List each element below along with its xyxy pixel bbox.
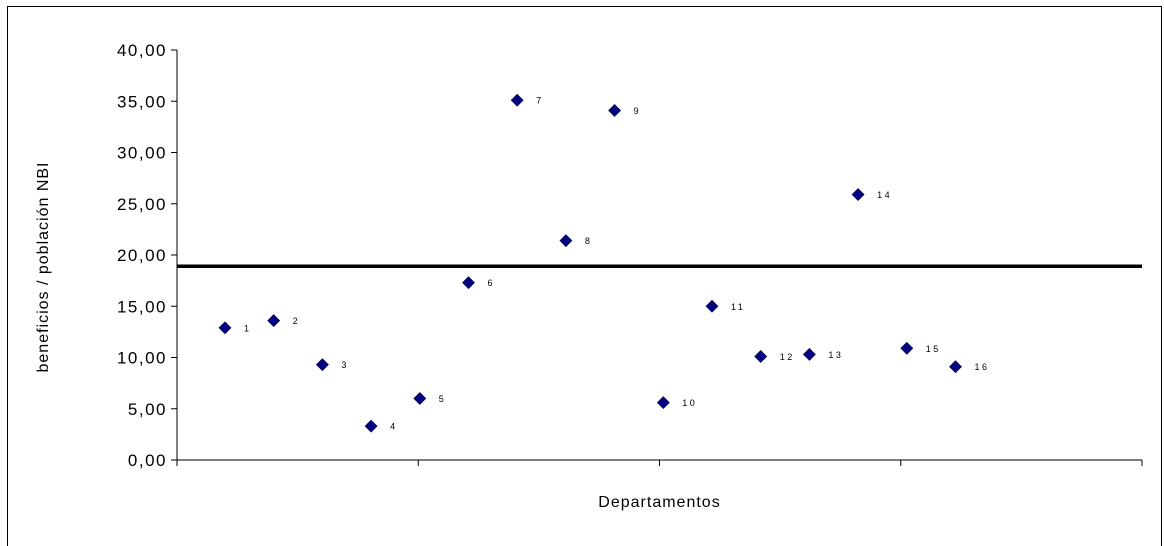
data-point-marker [705, 299, 719, 313]
data-point-label: 8 [585, 236, 593, 246]
data-point-label: 16 [975, 362, 990, 372]
y-axis: 0,00 5,00 10,00 15,00 20,00 25,00 30,00 35,00 40… [117, 41, 178, 470]
y-tick-label: 40,00 [117, 41, 167, 60]
y-tick-label: 15,00 [117, 297, 167, 316]
data-point-marker [802, 348, 816, 361]
data-point-marker [851, 188, 865, 201]
data-point-marker [656, 396, 670, 410]
data-point-label: 1 [244, 323, 252, 333]
data-point-label: 11 [731, 302, 745, 312]
data-point-label: 7 [536, 96, 544, 106]
y-tick-label: 20,00 [117, 246, 167, 265]
x-axis [176, 459, 1143, 466]
data-point-marker [559, 234, 573, 248]
y-tick-label: 25,00 [117, 195, 167, 214]
data-point-marker [754, 350, 768, 363]
data-point-label: 3 [341, 360, 349, 370]
data-point-marker [510, 93, 524, 107]
data-point-label: 13 [828, 350, 843, 360]
y-tick-label: 35,00 [117, 92, 167, 111]
data-point-label: 5 [439, 394, 447, 404]
data-point-label: 15 [926, 344, 941, 354]
data-point-label: 10 [682, 398, 697, 408]
data-point-marker [315, 358, 329, 372]
y-axis-title: beneficios / población NBI [35, 162, 52, 373]
data-point-label: 14 [877, 190, 892, 200]
data-point-label: 12 [780, 352, 795, 362]
data-point-label: 2 [293, 316, 301, 326]
y-tick-label: 10,00 [117, 349, 167, 368]
chart-frame: 0,00 5,00 10,00 15,00 20,00 25,00 30,00 35,00 40… [7, 6, 1162, 546]
data-point-marker [900, 341, 914, 355]
data-point-marker [949, 360, 962, 374]
data-point-marker [218, 321, 232, 335]
data-point-marker [462, 276, 475, 290]
data-point-label: 9 [634, 106, 642, 116]
x-axis-title: Departamentos [598, 494, 720, 511]
data-point-marker [413, 392, 427, 405]
y-tick-label: 5,00 [128, 400, 167, 419]
data-point-marker [267, 314, 281, 328]
data-point-label: 6 [488, 278, 496, 288]
y-tick-label: 30,00 [117, 144, 167, 163]
y-tick-label: 0,00 [128, 451, 167, 470]
scatter-chart: 0,00 5,00 10,00 15,00 20,00 25,00 30,00 35,00 40… [35, 41, 1143, 511]
data-point-marker [364, 419, 378, 433]
data-point-label: 4 [390, 422, 398, 432]
data-point-marker [608, 104, 622, 117]
